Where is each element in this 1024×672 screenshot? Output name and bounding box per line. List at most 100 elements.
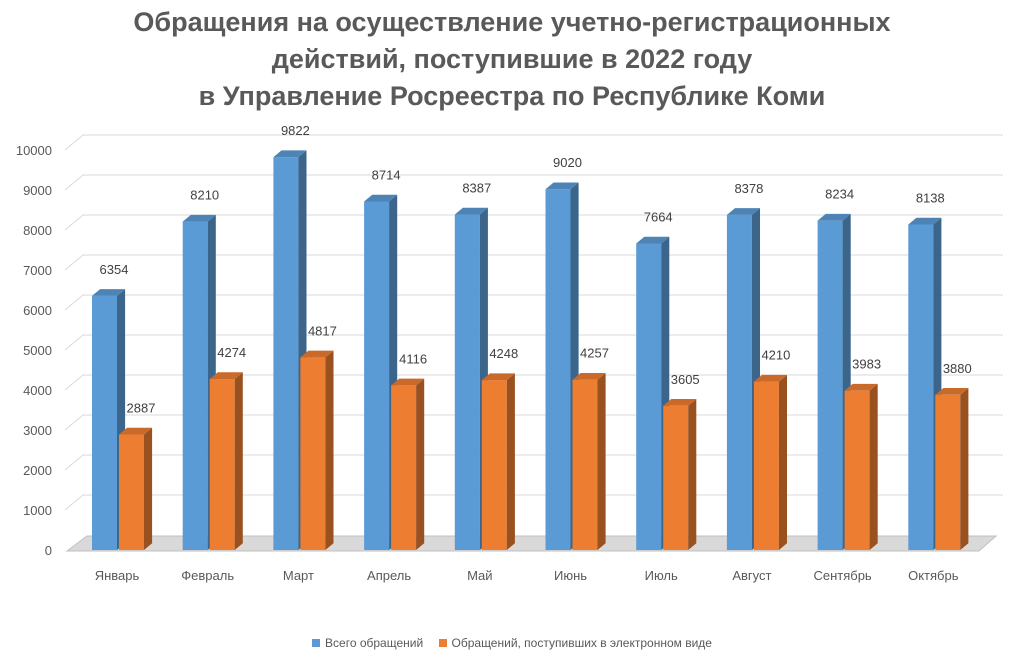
bar-total-4-top [454,207,488,215]
x-tick-label-0: Январь [95,568,140,583]
x-tick-label-5: Июнь [554,568,587,583]
bar-electronic-1-top [209,372,243,380]
bar-total-1-top [182,214,216,222]
gridline-2 [64,454,1003,471]
bar-electronic-3-side [416,378,425,550]
data-label-electronic-6: 3605 [671,372,700,387]
bar-electronic-8-front [844,390,870,550]
gridline-10 [64,134,1003,151]
data-label-total-4: 8387 [462,181,491,196]
legend-label-electronic: Обращений, поступивших в электронном вид… [451,636,712,650]
chart-title-line-3: в Управление Росреестра по Республике Ко… [198,81,826,111]
legend-label-total: Всего обращений [325,636,424,650]
data-label-total-6: 7664 [644,209,673,224]
x-tick-label-9: Октябрь [908,568,959,583]
bar-total-8-front [817,220,843,550]
data-label-electronic-1: 4274 [217,345,246,360]
data-label-total-2: 9822 [281,123,310,138]
bar-electronic-4 [481,373,515,550]
bar-electronic-2-front [300,357,326,550]
data-label-electronic-4: 4248 [489,346,518,361]
data-label-electronic-0: 2887 [127,401,156,416]
bar-total-6-front [636,243,662,550]
y-tick-label-10: 10000 [16,143,52,158]
chart-legend: Всего обращений Обращений, поступивших в… [0,636,1024,650]
bar-electronic-2-side [325,350,334,550]
x-tick-label-2: Март [283,568,314,583]
gridline-5 [64,334,1003,351]
y-tick-label-7: 7000 [23,263,52,278]
bar-electronic-4-front [481,380,507,550]
bar-electronic-6-top [663,399,697,406]
data-label-electronic-3: 4116 [399,351,427,366]
x-tick-label-7: Август [732,568,771,583]
bar-electronic-8 [844,383,878,550]
bar-total-4-front [454,214,480,550]
bar-electronic-1 [209,372,243,550]
data-label-total-0: 6354 [100,262,129,277]
bar-total-9-top [908,217,942,225]
bar-electronic-5 [572,372,606,550]
bar-electronic-8-top [844,383,878,391]
legend-item-electronic: Обращений, поступивших в электронном вид… [438,636,712,650]
x-tick-label-3: Апрель [367,568,411,583]
data-label-electronic-8: 3983 [852,357,881,372]
gridline-7 [64,254,1003,271]
gridline-4 [64,374,1003,391]
bar-electronic-4-top [481,373,515,381]
bar-total-5-front [545,189,571,550]
y-tick-label-6: 6000 [23,303,52,318]
bar-electronic-1-side [234,372,243,550]
bar-electronic-7-front [753,381,779,550]
bar-electronic-5-front [572,379,598,550]
bar-electronic-6 [663,399,697,550]
bar-electronic-9 [935,388,969,550]
y-tick-label-4: 4000 [23,383,52,398]
y-tick-label-5: 5000 [23,343,52,358]
legend-swatch-total [312,639,321,647]
bar-electronic-7 [753,374,787,550]
bar-total-7-top [726,208,760,215]
bar-total-3 [364,194,398,550]
bar-electronic-0-top [119,427,153,435]
gridline-9 [64,174,1003,191]
bar-electronic-2 [300,350,334,550]
bar-electronic-6-front [663,405,689,550]
bar-total-7-front [726,214,752,550]
chart-title-line-2: действий, поступившие в 2022 году [271,44,753,74]
bar-electronic-5-top [572,372,606,380]
gridline-8 [64,214,1003,231]
bar-total-3-top [364,194,398,202]
legend-item-total: Всего обращений [312,636,423,650]
bar-total-8-top [817,213,851,221]
bar-electronic-7-side [778,374,787,550]
bar-electronic-7-top [753,374,787,382]
gridline-1 [64,494,1003,511]
bar-electronic-9-top [935,388,969,395]
y-tick-label-0: 0 [45,543,52,558]
gridline-6 [64,294,1003,311]
y-tick-label-1: 1000 [23,503,52,518]
bar-electronic-4-side [506,373,515,550]
bar-total-5-top [545,182,579,190]
bar-electronic-8-side [869,383,878,550]
data-label-electronic-7: 4210 [761,348,790,363]
bar-electronic-0 [119,427,153,550]
x-tick-label-6: Июль [645,568,678,583]
y-tick-label-2: 2000 [23,463,52,478]
bar-electronic-9-front [935,394,961,550]
gridline-3 [64,414,1003,431]
bar-electronic-0-side [144,427,153,550]
data-label-total-7: 8378 [734,181,763,196]
x-tick-label-1: Февраль [181,568,234,583]
y-tick-label-3: 3000 [23,423,52,438]
bar-electronic-3 [391,378,425,550]
legend-swatch-electronic [438,639,447,647]
data-label-total-9: 8138 [916,190,945,205]
bar-electronic-0-front [119,434,144,550]
chart-title: Обращения на осуществление учетно-регист… [0,4,1024,115]
bar-total-0-front [92,295,117,550]
bar-total-2-top [273,150,307,158]
data-label-total-3: 8714 [372,167,401,182]
data-label-total-1: 8210 [190,188,219,203]
